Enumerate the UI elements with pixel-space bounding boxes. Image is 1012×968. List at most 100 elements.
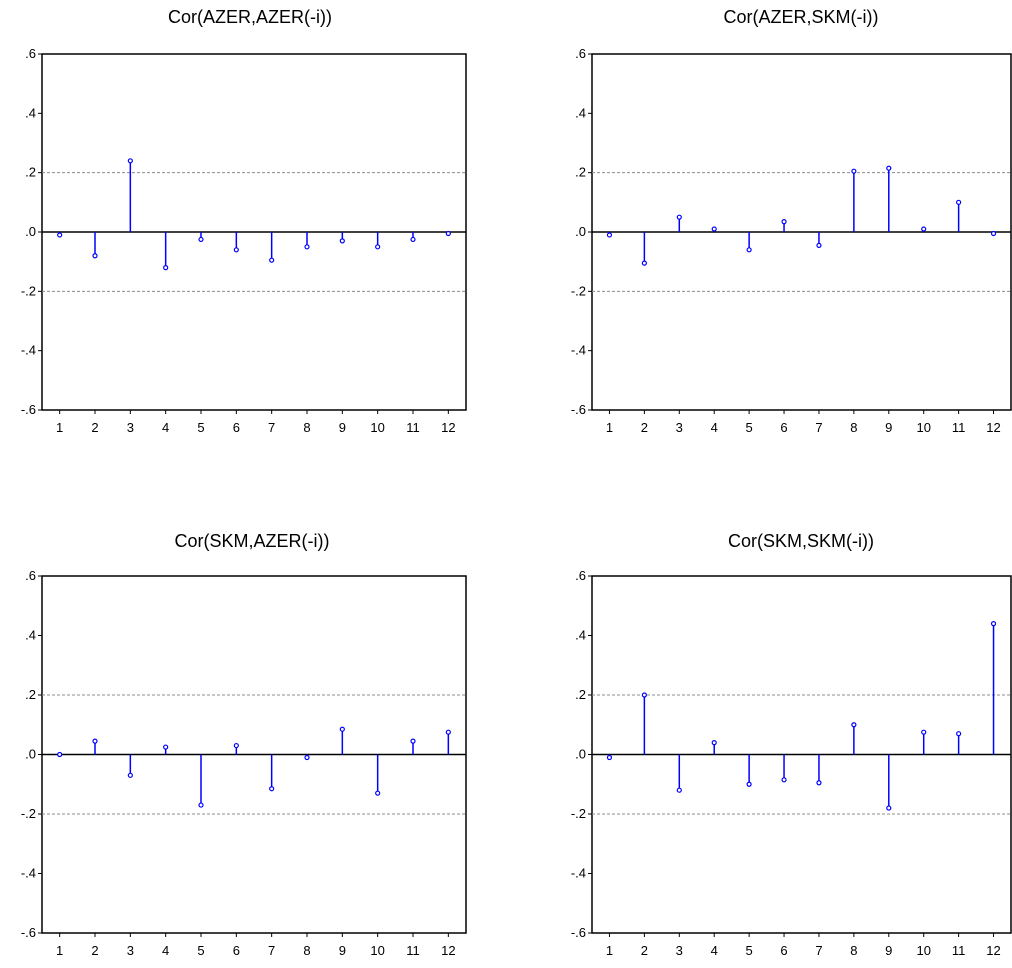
y-tick-label: .6 bbox=[25, 568, 36, 583]
correlation-point bbox=[445, 729, 451, 735]
correlation-point bbox=[606, 232, 613, 238]
x-tick-label: 2 bbox=[641, 420, 648, 435]
correlation-point bbox=[198, 236, 204, 243]
x-tick-label: 2 bbox=[641, 943, 648, 958]
y-tick-label: .0 bbox=[25, 224, 36, 239]
y-tick-label: .4 bbox=[575, 105, 586, 120]
x-tick-label: 12 bbox=[441, 943, 455, 958]
x-tick-label: 3 bbox=[676, 943, 683, 958]
correlation-point bbox=[92, 738, 98, 744]
correlation-point bbox=[339, 726, 345, 732]
correlation-point bbox=[711, 226, 717, 232]
correlation-point bbox=[57, 751, 63, 758]
y-tick-label: -.2 bbox=[21, 283, 36, 298]
y-tick-label: -.2 bbox=[571, 283, 586, 298]
y-tick-label: .0 bbox=[25, 747, 36, 762]
correlation-point bbox=[410, 236, 416, 243]
correlation-point bbox=[641, 260, 647, 266]
x-tick-label: 9 bbox=[885, 943, 892, 958]
correlation-point bbox=[990, 230, 997, 237]
correlation-point bbox=[445, 230, 451, 237]
y-tick-label: .4 bbox=[575, 628, 586, 643]
y-tick-label: -.4 bbox=[21, 866, 36, 881]
correlation-point bbox=[781, 777, 787, 783]
y-tick-label: -.2 bbox=[571, 806, 586, 821]
chart-panel-azer-azer: Cor(AZER,AZER(-i)) .6.4.2.0-.2-.4-.61 2 3 4… bbox=[21, 7, 467, 435]
x-tick-label: 3 bbox=[127, 943, 134, 958]
correlation-point bbox=[990, 620, 997, 627]
correlation-point bbox=[816, 780, 822, 786]
y-tick-label: -.4 bbox=[571, 343, 586, 358]
correlation-point bbox=[57, 232, 63, 238]
correlation-point bbox=[676, 787, 682, 793]
x-tick-label: 9 bbox=[339, 943, 346, 958]
y-tick-label: -.4 bbox=[21, 343, 36, 358]
y-tick-label: .2 bbox=[575, 687, 586, 702]
correlation-point bbox=[163, 265, 169, 271]
correlation-point bbox=[886, 805, 892, 811]
x-tick-label: 4 bbox=[162, 943, 169, 958]
y-tick-label: .4 bbox=[25, 628, 36, 643]
chart-title: Cor(AZER,AZER(-i)) bbox=[168, 7, 332, 27]
y-tick-label: .2 bbox=[25, 165, 36, 180]
x-tick-label: 2 bbox=[91, 943, 98, 958]
x-tick-label: 12 bbox=[441, 420, 455, 435]
correlation-point bbox=[606, 754, 613, 761]
correlation-point bbox=[163, 744, 169, 750]
y-tick-label: -.6 bbox=[571, 402, 586, 417]
x-tick-label: 5 bbox=[197, 420, 204, 435]
y-tick-label: .2 bbox=[25, 687, 36, 702]
x-tick-label: 2 bbox=[91, 420, 98, 435]
x-tick-label: 11 bbox=[406, 420, 420, 435]
correlation-point bbox=[375, 244, 381, 250]
chart-panel-skm-azer: Cor(SKM,AZER(-i)) .6.4.2.0-.2-.4-.61 2 3 4 5… bbox=[21, 531, 467, 958]
x-tick-label: 8 bbox=[850, 420, 857, 435]
correlation-point bbox=[921, 729, 927, 735]
x-tick-label: 10 bbox=[916, 420, 930, 435]
x-tick-label: 6 bbox=[233, 943, 240, 958]
correlation-point bbox=[92, 253, 98, 259]
x-tick-label: 11 bbox=[952, 943, 966, 958]
y-tick-label: .6 bbox=[575, 46, 586, 61]
x-tick-label: 6 bbox=[233, 420, 240, 435]
y-tick-label: .6 bbox=[25, 46, 36, 61]
x-tick-label: 8 bbox=[850, 943, 857, 958]
correlation-point bbox=[921, 226, 927, 232]
x-tick-label: 11 bbox=[952, 420, 966, 435]
x-tick-label: 10 bbox=[370, 420, 384, 435]
correlation-point bbox=[339, 238, 345, 244]
correlation-point bbox=[127, 772, 133, 778]
x-tick-label: 3 bbox=[127, 420, 134, 435]
x-tick-label: 6 bbox=[780, 420, 787, 435]
correlation-point bbox=[410, 738, 416, 744]
correlation-point bbox=[304, 754, 310, 761]
chart-panel-azer-skm: Cor(AZER,SKM(-i)) .6.4.2.0-.2-.4-.61 2 3 4 5… bbox=[571, 7, 1012, 435]
y-tick-label: -.6 bbox=[21, 402, 36, 417]
correlation-point bbox=[851, 168, 857, 174]
correlation-point bbox=[816, 242, 822, 248]
x-tick-label: 10 bbox=[916, 943, 930, 958]
correlation-point bbox=[641, 692, 647, 698]
correlation-point bbox=[746, 781, 752, 787]
x-tick-label: 8 bbox=[303, 943, 310, 958]
x-tick-label: 12 bbox=[986, 943, 1000, 958]
correlation-point bbox=[233, 247, 239, 253]
x-tick-label: 4 bbox=[162, 420, 169, 435]
x-tick-label: 4 bbox=[711, 943, 718, 958]
correlation-point bbox=[676, 214, 682, 220]
correlation-point bbox=[269, 257, 275, 263]
chart-title: Cor(SKM,SKM(-i)) bbox=[728, 531, 874, 551]
x-tick-label: 9 bbox=[885, 420, 892, 435]
chart-panel-skm-skm: Cor(SKM,SKM(-i)) .6.4.2.0-.2-.4-.61 2 3 4 5 6… bbox=[571, 531, 1012, 958]
y-tick-label: -.6 bbox=[571, 925, 586, 940]
x-tick-label: 4 bbox=[711, 420, 718, 435]
x-tick-label: 8 bbox=[303, 420, 310, 435]
x-tick-label: 7 bbox=[815, 420, 822, 435]
chart-title: Cor(AZER,SKM(-i)) bbox=[724, 7, 879, 27]
x-tick-label: 7 bbox=[268, 420, 275, 435]
y-tick-label: -.2 bbox=[21, 806, 36, 821]
x-tick-label: 12 bbox=[986, 420, 1000, 435]
correlation-point bbox=[711, 739, 717, 746]
correlation-point bbox=[269, 786, 275, 792]
